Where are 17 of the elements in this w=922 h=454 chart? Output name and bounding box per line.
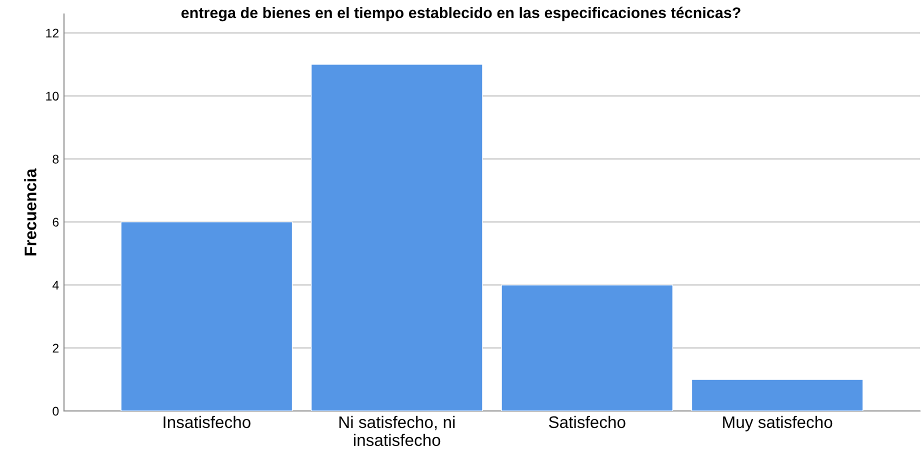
- bar: [691, 379, 864, 411]
- x-tick-label: Insatisfecho: [164, 416, 250, 428]
- y-tick-label: 0: [52, 406, 59, 416]
- y-tick-label: 6: [52, 218, 59, 227]
- y-tick-label: 10: [46, 92, 59, 101]
- bar: [120, 222, 293, 411]
- y-tick-label: 4: [52, 280, 59, 290]
- bar: [310, 64, 483, 411]
- bar: [501, 284, 674, 411]
- x-tick-label: Muy satisfecho: [723, 416, 832, 432]
- y-tick-label: 12: [46, 28, 59, 38]
- x-tick-label: Ni satisfecho, ni insatisfecho: [339, 416, 455, 446]
- y-axis-title: Frecuencia: [24, 168, 36, 256]
- x-tick-label: Satisfecho: [548, 416, 626, 428]
- y-tick-label: 8: [52, 154, 59, 164]
- chart-title: entrega de bienes en el tiempo establecido en las especificaciones técnicas?: [181, 6, 740, 22]
- y-tick-label: 2: [52, 344, 59, 353]
